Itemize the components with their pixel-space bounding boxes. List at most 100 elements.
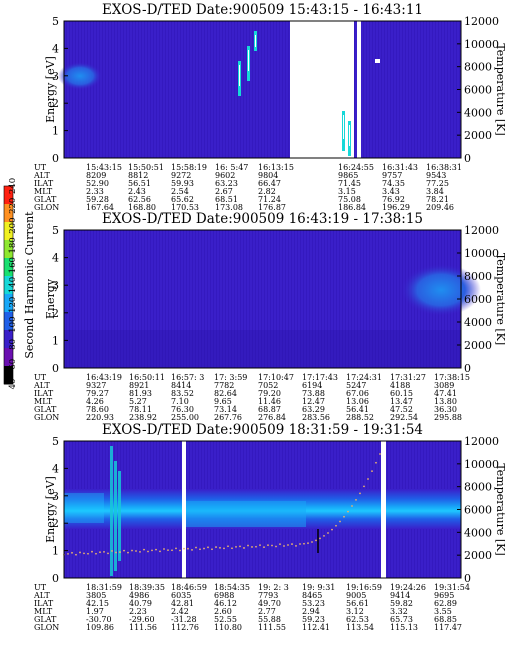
table-cell: 46.12 <box>214 599 237 608</box>
trace-point <box>247 544 249 547</box>
table-cell: 115.13 <box>390 623 418 632</box>
colorbar-tick-label: 220 <box>8 198 18 214</box>
panel-3: 0 1 2 3 4 5 0 2000 4000 6000 8000 10000 12000 EXOS-D/… <box>33 422 505 632</box>
table-cell: 109.86 <box>86 623 114 632</box>
panel-1: 0 1 2 3 4 5 0 2000 4000 6000 8000 10000 12000 EXOS-D/… <box>33 2 505 212</box>
chart-title: EXOS-D/TED Date:900509 15:43:15 - 16:43:… <box>102 2 423 18</box>
table-cell: 63.29 <box>302 405 325 414</box>
table-cell: 7782 <box>214 381 234 390</box>
table-cell: 59.93 <box>171 179 194 188</box>
table-cell: 9865 <box>338 171 358 180</box>
table-row-label: MLT <box>34 607 53 616</box>
table-cell: 168.80 <box>128 203 156 212</box>
table-cell: 5.27 <box>129 397 147 406</box>
trace-point <box>299 543 301 545</box>
table-cell: 76.92 <box>382 195 405 204</box>
table-cell: 73.88 <box>302 389 325 398</box>
trace-point <box>307 542 309 544</box>
y2-tick-label: 4000 <box>464 316 492 329</box>
table-cell: 2.60 <box>214 607 232 616</box>
energy-band-bright <box>186 501 306 527</box>
table-cell: 255.00 <box>171 413 199 422</box>
table-cell: 209.46 <box>426 203 454 212</box>
table-cell: 7793 <box>258 591 278 600</box>
table-cell: 79.27 <box>86 389 109 398</box>
table-cell: 113.54 <box>346 623 374 632</box>
table-row-label: ALT <box>33 171 50 180</box>
table-cell: 111.55 <box>258 623 286 632</box>
table-cell: 176.87 <box>258 203 286 212</box>
y-tick-label: 1 <box>52 125 59 138</box>
y2-tick-label: 8000 <box>464 61 492 74</box>
trace-point <box>83 552 85 555</box>
table-cell: 19:31:54 <box>434 583 470 592</box>
y2-tick-label: 4000 <box>464 526 492 539</box>
table-cell: 17:10:47 <box>258 373 294 382</box>
table-cell: 8812 <box>128 171 148 180</box>
trace-point <box>211 548 213 551</box>
table-cell: 9.65 <box>214 397 232 406</box>
table-cell: 9757 <box>382 171 402 180</box>
table-cell: 17:24:31 <box>346 373 382 382</box>
y-tick-label: 0 <box>52 152 59 165</box>
table-row-label: GLAT <box>34 195 57 204</box>
table-cell: 71.45 <box>338 179 361 188</box>
intensity-spike-core <box>343 115 344 139</box>
chart-title: EXOS-D/TED Date:900509 16:43:19 - 17:38:… <box>102 211 423 227</box>
trace-point <box>271 544 273 547</box>
trace-point <box>359 492 361 495</box>
table-cell: 36.30 <box>434 405 457 414</box>
table-cell: 16:31:43 <box>382 163 418 172</box>
table-cell: 4986 <box>129 591 149 600</box>
trace-point <box>367 478 369 480</box>
table-cell: 68.51 <box>215 195 238 204</box>
table-row-label: ILAT <box>34 389 54 398</box>
trace-point <box>215 546 217 548</box>
y-tick-label: 5 <box>52 224 59 237</box>
trace-point <box>119 551 121 553</box>
colorbar-segment <box>4 204 13 223</box>
trace-point <box>339 520 341 523</box>
trace-point <box>207 546 209 549</box>
table-cell: 112.41 <box>302 623 330 632</box>
table-cell: 18:54:35 <box>214 583 250 592</box>
trace-point <box>239 545 241 548</box>
trace-point <box>331 528 333 531</box>
table-row-label: ILAT <box>34 599 54 608</box>
table-cell: 9272 <box>171 171 191 180</box>
table-cell: 9414 <box>390 591 410 600</box>
table-cell: 40.79 <box>129 599 152 608</box>
trace-point <box>251 546 253 548</box>
table-cell: 220.93 <box>86 413 114 422</box>
data-gap <box>182 441 186 578</box>
table-cell: 4.26 <box>86 397 104 406</box>
table-cell: 8209 <box>86 171 106 180</box>
table-cell: 283.56 <box>302 413 330 422</box>
table-cell: 2.54 <box>171 187 189 196</box>
table-cell: 47.41 <box>434 389 457 398</box>
trace-point <box>103 550 105 553</box>
trace-point <box>267 544 269 547</box>
table-row-label: MLT <box>34 187 53 196</box>
colorbar-segment <box>4 294 13 313</box>
table-cell: 9804 <box>258 171 278 180</box>
table-cell: 19: 2: 3 <box>258 583 289 592</box>
trace-point <box>75 553 77 556</box>
trace-point <box>135 550 137 552</box>
trace-point <box>235 545 237 548</box>
intensity-spike <box>114 461 117 571</box>
y2-tick-label: 2000 <box>464 549 492 562</box>
table-cell: 3.43 <box>382 187 400 196</box>
table-cell: 78.21 <box>426 195 449 204</box>
table-cell: 78.60 <box>86 405 109 414</box>
trace-point <box>335 524 337 527</box>
trace-point <box>343 515 345 518</box>
low-energy-band <box>64 330 461 368</box>
y2-tick-label: 10000 <box>464 458 499 471</box>
trace-point <box>347 510 349 513</box>
trace-point <box>291 543 293 545</box>
colorbar-tick-label: 240 <box>8 178 18 194</box>
table-cell: 68.85 <box>434 615 457 624</box>
y2-tick-label: 0 <box>464 152 471 165</box>
